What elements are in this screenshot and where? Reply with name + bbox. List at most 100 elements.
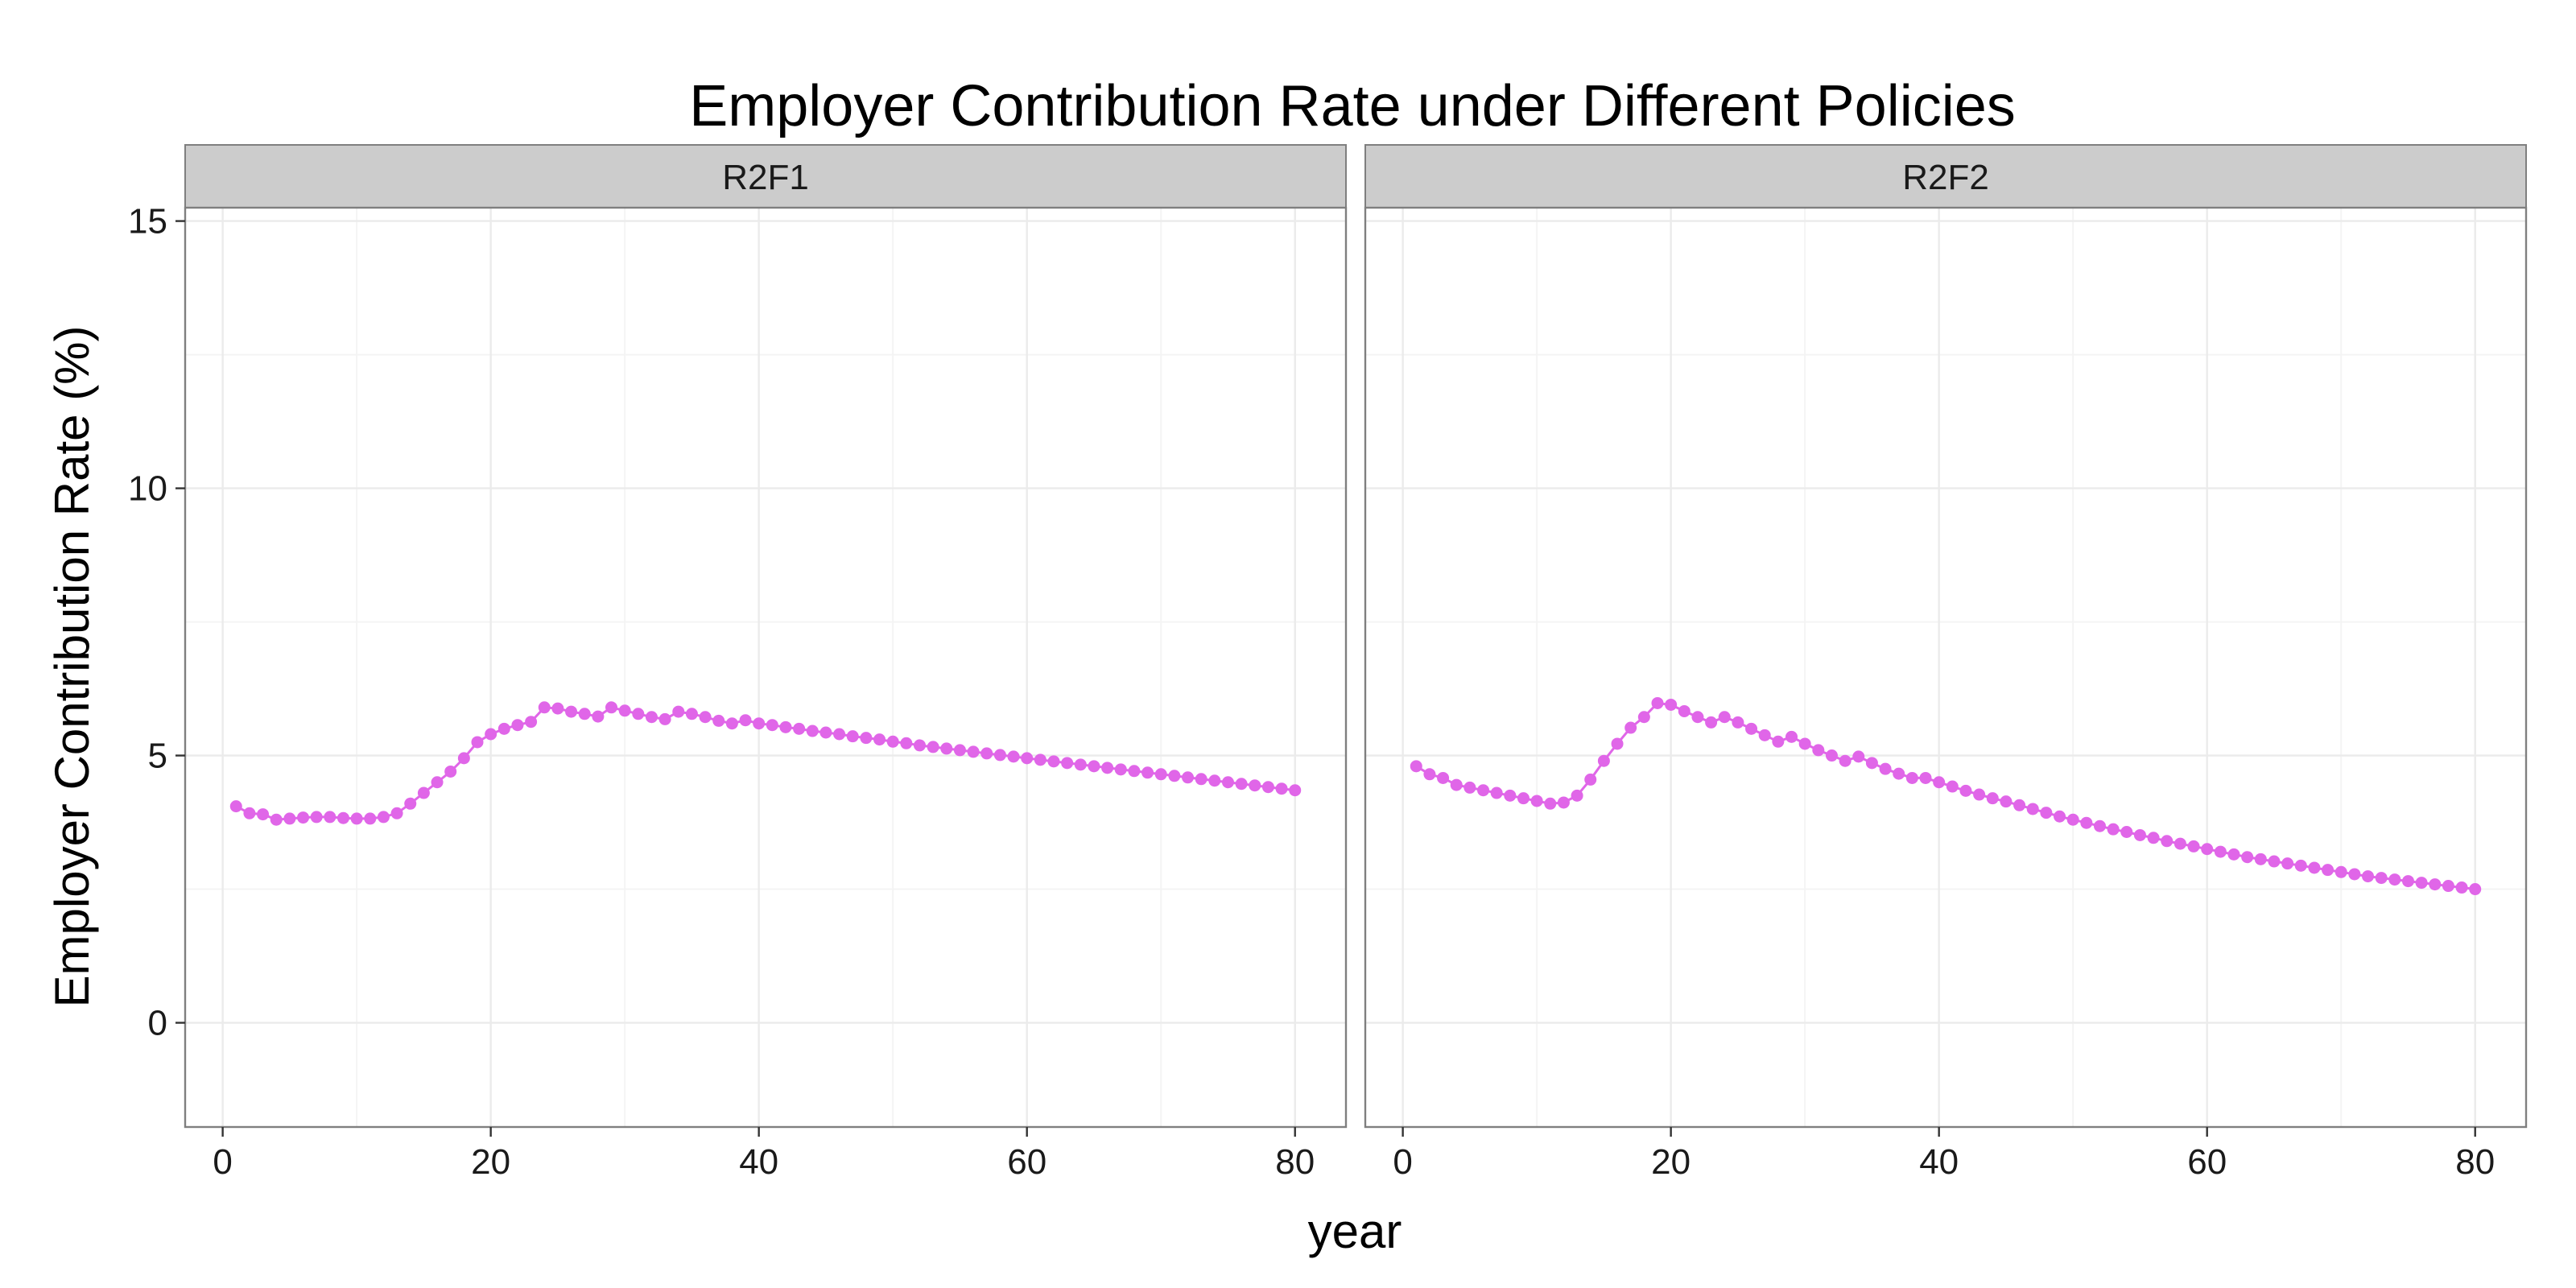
panel-background: [185, 208, 1346, 1127]
data-point: [1986, 792, 1999, 805]
data-point: [605, 701, 618, 714]
data-point: [672, 705, 685, 718]
data-point: [2268, 855, 2281, 868]
data-point: [485, 728, 497, 741]
data-point: [1114, 763, 1127, 776]
data-point: [940, 742, 953, 755]
x-tick-label: 80: [1275, 1142, 1315, 1182]
data-point: [886, 735, 899, 748]
data-point: [1437, 771, 1450, 784]
data-point: [377, 811, 390, 824]
data-point: [525, 716, 538, 729]
data-point: [404, 797, 417, 810]
data-point: [1477, 784, 1490, 797]
data-point: [1624, 721, 1637, 734]
data-point: [1047, 755, 1060, 768]
data-point: [1182, 771, 1195, 784]
x-tick-label: 40: [739, 1142, 778, 1182]
data-point: [2147, 832, 2160, 844]
data-point: [725, 717, 738, 730]
data-point: [846, 730, 859, 743]
data-point: [1665, 698, 1678, 711]
data-point: [1933, 776, 1946, 789]
data-point: [1034, 753, 1046, 766]
data-point: [565, 705, 578, 718]
data-point: [2066, 813, 2079, 826]
data-point: [457, 752, 470, 765]
data-point: [1168, 770, 1181, 782]
data-point: [2294, 859, 2307, 872]
data-point: [739, 714, 752, 727]
data-point: [1088, 760, 1100, 773]
data-point: [390, 807, 403, 819]
data-point: [873, 733, 886, 746]
data-point: [243, 807, 256, 819]
data-point: [833, 728, 846, 741]
data-point: [2107, 823, 2120, 836]
data-point: [2362, 870, 2375, 883]
data-point: [1289, 784, 1302, 797]
data-point: [2334, 865, 2347, 878]
data-point: [1865, 757, 1878, 770]
data-point: [618, 704, 631, 717]
data-point: [2241, 851, 2254, 864]
data-point: [2040, 807, 2053, 819]
data-point: [324, 811, 336, 824]
data-point: [779, 720, 792, 733]
data-point: [685, 708, 698, 720]
data-point: [1839, 754, 1852, 767]
data-point: [2388, 873, 2401, 886]
data-point: [819, 726, 832, 739]
x-tick-label: 0: [213, 1142, 232, 1182]
data-point: [431, 776, 444, 789]
data-point: [1651, 696, 1664, 709]
x-axis-title: year: [1308, 1204, 1402, 1258]
data-point: [1410, 760, 1422, 773]
data-point: [1611, 737, 1624, 750]
data-point: [2429, 878, 2442, 891]
data-point: [578, 708, 591, 720]
data-point: [2281, 857, 2294, 870]
data-point: [1221, 776, 1234, 789]
data-point: [699, 711, 712, 724]
data-point: [511, 719, 524, 732]
data-point: [2442, 880, 2454, 893]
data-point: [1691, 711, 1704, 724]
data-point: [2322, 864, 2334, 877]
data-point: [1154, 768, 1167, 781]
data-point: [1061, 757, 1074, 770]
data-point: [967, 745, 980, 758]
data-point: [2469, 883, 2482, 896]
y-tick-label: 15: [128, 202, 167, 242]
x-tick-label: 20: [1651, 1142, 1690, 1182]
x-tick-label: 80: [2455, 1142, 2495, 1182]
data-point: [2201, 843, 2214, 856]
data-point: [2013, 799, 2026, 811]
data-point: [2187, 840, 2200, 852]
data-point: [1825, 749, 1838, 762]
data-point: [980, 747, 993, 760]
data-point: [2227, 848, 2240, 861]
data-point: [658, 712, 671, 725]
data-point: [283, 812, 296, 825]
data-point: [229, 800, 242, 813]
y-tick-label: 10: [128, 469, 167, 509]
data-point: [1584, 773, 1597, 786]
data-point: [927, 741, 939, 753]
data-point: [592, 710, 605, 723]
data-point: [417, 786, 430, 799]
data-point: [1798, 737, 1811, 750]
data-point: [632, 708, 645, 720]
data-point: [1785, 730, 1798, 743]
panel-r2f2: R2F2 0 20 40 60 80: [1364, 144, 2528, 1182]
data-point: [793, 722, 806, 735]
data-point: [1208, 774, 1221, 787]
data-point: [1718, 711, 1731, 724]
panel-border: [1364, 206, 2528, 1129]
x-tick-label: 60: [1007, 1142, 1046, 1182]
data-point: [2375, 872, 2388, 885]
data-point: [1812, 744, 1825, 757]
data-point: [1249, 779, 1261, 792]
data-point: [1758, 729, 1771, 741]
